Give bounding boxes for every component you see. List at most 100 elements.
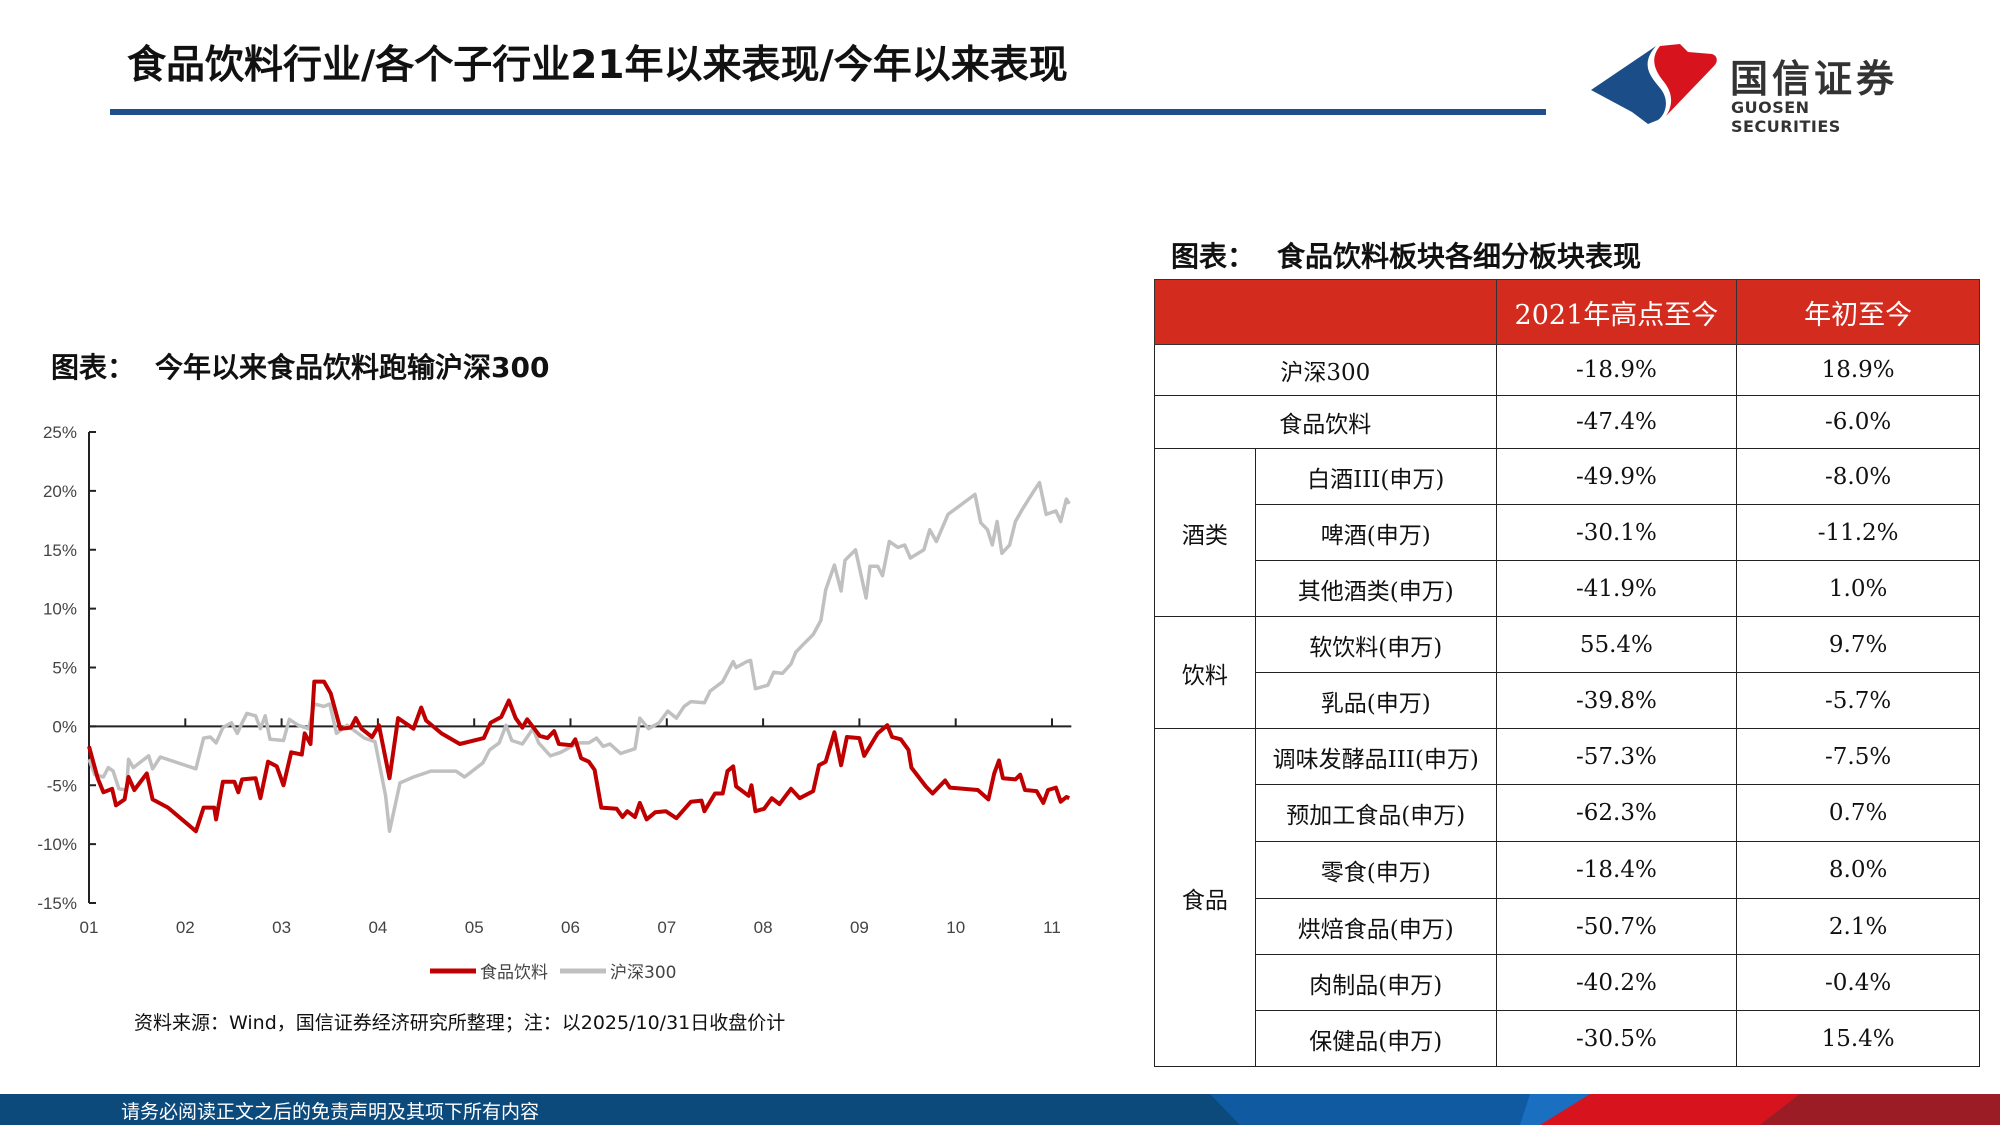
- row-name: 软饮料(申万): [1254, 616, 1497, 673]
- footer-decoration-icon: [1210, 1094, 2000, 1125]
- series-line-csi300: [87, 480, 1071, 833]
- row-name: 啤酒(申万): [1254, 504, 1497, 561]
- row-name: 调味发酵品III(申万): [1254, 728, 1497, 785]
- since-2021-high-value: -41.9%: [1495, 560, 1738, 617]
- table-row: 沪深300 -18.9% 18.9%: [1154, 344, 1980, 396]
- row-name: 白酒III(申万): [1254, 448, 1497, 505]
- table-label: 图表：: [1171, 240, 1256, 273]
- page-title: 食品饮料行业/各个子行业21年以来表现/今年以来表现: [127, 43, 1068, 88]
- table-title-text: 食品饮料板块各细分板块表现: [1277, 240, 1642, 273]
- ytd-value: 0.7%: [1736, 784, 1980, 842]
- row-name: 零食(申万): [1254, 841, 1497, 899]
- table-row: 预加工食品(申万) -62.3% 0.7%: [1155, 784, 1980, 842]
- since-2021-high-value: -49.9%: [1495, 448, 1738, 505]
- footer-disclaimer: 请务必阅读正文之后的免责声明及其项下所有内容: [121, 1101, 540, 1123]
- row-name: 食品饮料: [1154, 395, 1497, 449]
- ytd-value: -11.2%: [1736, 504, 1980, 561]
- table-title: 图表： 食品饮料板块各细分板块表现: [1171, 235, 1663, 275]
- column-header-name: [1154, 279, 1497, 345]
- table-row: 其他酒类(申万) -41.9% 1.0%: [1155, 560, 1980, 617]
- series-line-food-beverage: [87, 679, 1071, 834]
- table-row: 乳品(申万) -39.8% -5.7%: [1155, 672, 1980, 729]
- row-name: 预加工食品(申万): [1254, 784, 1497, 842]
- source-note: 资料来源：Wind，国信证券经济研究所整理；注：以2025/10/31日收盘价计: [134, 1012, 786, 1034]
- x-tick-label: 09: [850, 918, 869, 937]
- x-tick-label: 11: [1043, 918, 1061, 937]
- ytd-value: -7.5%: [1736, 728, 1980, 785]
- x-tick-label: 06: [561, 918, 580, 937]
- chart-title-text: 今年以来食品饮料跑输沪深300: [155, 351, 550, 384]
- column-header-ytd: 年初至今: [1736, 279, 1980, 345]
- since-2021-high-value: -62.3%: [1495, 784, 1738, 842]
- table-row: 啤酒(申万) -30.1% -11.2%: [1155, 504, 1980, 561]
- ytd-value: 2.1%: [1736, 898, 1980, 955]
- table-row: 烘焙食品(申万) -50.7% 2.1%: [1155, 898, 1980, 955]
- row-name: 乳品(申万): [1254, 672, 1497, 729]
- ytd-value: 8.0%: [1736, 841, 1980, 899]
- y-tick-label: -15%: [37, 894, 77, 913]
- since-2021-high-value: -47.4%: [1495, 395, 1738, 449]
- since-2021-high-value: -18.4%: [1495, 841, 1738, 899]
- x-tick-label: 01: [80, 918, 99, 937]
- x-tick-label: 03: [272, 918, 291, 937]
- table-row: 零食(申万) -18.4% 8.0%: [1155, 841, 1980, 899]
- row-group: 酒类: [1154, 448, 1256, 617]
- since-2021-high-value: -57.3%: [1495, 728, 1738, 785]
- ytd-value: 9.7%: [1736, 616, 1980, 673]
- chart-label: 图表：: [51, 351, 136, 384]
- y-tick-label: -10%: [37, 835, 77, 854]
- x-tick-label: 07: [657, 918, 676, 937]
- row-name: 沪深300: [1154, 344, 1497, 396]
- row-group: 食品: [1154, 728, 1256, 1067]
- x-tick-label: 04: [368, 918, 387, 937]
- table-row: 食品饮料 -47.4% -6.0%: [1154, 395, 1980, 449]
- legend-label: 食品饮料: [480, 963, 548, 983]
- y-tick-label: 10%: [43, 600, 77, 619]
- table-row: 保健品(申万) -30.5% 15.4%: [1155, 1010, 1980, 1067]
- x-tick-label: 05: [465, 918, 484, 937]
- table-row: 食品 调味发酵品III(申万) -57.3% -7.5%: [1154, 728, 1980, 1067]
- x-tick-label: 08: [754, 918, 773, 937]
- column-header-since-2021-high: 2021年高点至今: [1495, 279, 1738, 345]
- x-tick-label: 02: [176, 918, 195, 937]
- ytd-value: 1.0%: [1736, 560, 1980, 617]
- table-row: 酒类 白酒III(申万) -49.9% -8.0%: [1154, 448, 1980, 617]
- ytd-value: -6.0%: [1736, 395, 1980, 449]
- chart-title: 图表： 今年以来食品饮料跑输沪深300: [51, 346, 569, 386]
- row-name: 保健品(申万): [1254, 1010, 1497, 1067]
- y-tick-label: 15%: [43, 541, 77, 560]
- row-name: 其他酒类(申万): [1254, 560, 1497, 617]
- title-divider: [110, 109, 1546, 115]
- since-2021-high-value: -40.2%: [1495, 954, 1738, 1011]
- x-tick-label: 10: [946, 918, 965, 937]
- legend-label: 沪深300: [610, 963, 676, 983]
- ytd-value: -5.7%: [1736, 672, 1980, 729]
- ytd-value: -0.4%: [1736, 954, 1980, 1011]
- footer-bar: 请务必阅读正文之后的免责声明及其项下所有内容: [0, 1094, 2000, 1125]
- since-2021-high-value: -30.5%: [1495, 1010, 1738, 1067]
- row-name: 肉制品(申万): [1254, 954, 1497, 1011]
- since-2021-high-value: -30.1%: [1495, 504, 1738, 561]
- performance-table: 2021年高点至今 年初至今 沪深300 -18.9% 18.9% 食品饮料 -47.4…: [1154, 279, 1980, 1067]
- y-tick-label: 5%: [52, 659, 77, 678]
- y-tick-label: 25%: [43, 423, 77, 442]
- since-2021-high-value: -39.8%: [1495, 672, 1738, 729]
- row-name: 烘焙食品(申万): [1254, 898, 1497, 955]
- guosen-logo: 国信证券 GUOSEN SECURITIES: [1588, 42, 1908, 136]
- row-group: 饮料: [1154, 616, 1256, 729]
- since-2021-high-value: 55.4%: [1495, 616, 1738, 673]
- line-chart: 25% 20% 15% 10% 5% 0% -5% -10% -15%01 02 03 04 05 06 0…: [37, 423, 1072, 983]
- y-tick-label: 0%: [52, 717, 77, 736]
- ytd-value: 15.4%: [1736, 1010, 1980, 1067]
- y-tick-label: 20%: [43, 482, 77, 501]
- since-2021-high-value: -18.9%: [1495, 344, 1738, 396]
- since-2021-high-value: -50.7%: [1495, 898, 1738, 955]
- logo-mark-icon: [1591, 44, 1717, 124]
- ytd-value: 18.9%: [1736, 344, 1980, 396]
- ytd-value: -8.0%: [1736, 448, 1980, 505]
- logo-en-text: GUOSEN SECURITIES: [1731, 98, 1841, 136]
- table-header-row: 2021年高点至今 年初至今: [1154, 279, 1980, 345]
- logo-cn-text: 国信证券: [1730, 57, 1899, 101]
- y-tick-label: -5%: [47, 776, 77, 795]
- table-row: 饮料 软饮料(申万) 55.4% 9.7%: [1154, 616, 1980, 729]
